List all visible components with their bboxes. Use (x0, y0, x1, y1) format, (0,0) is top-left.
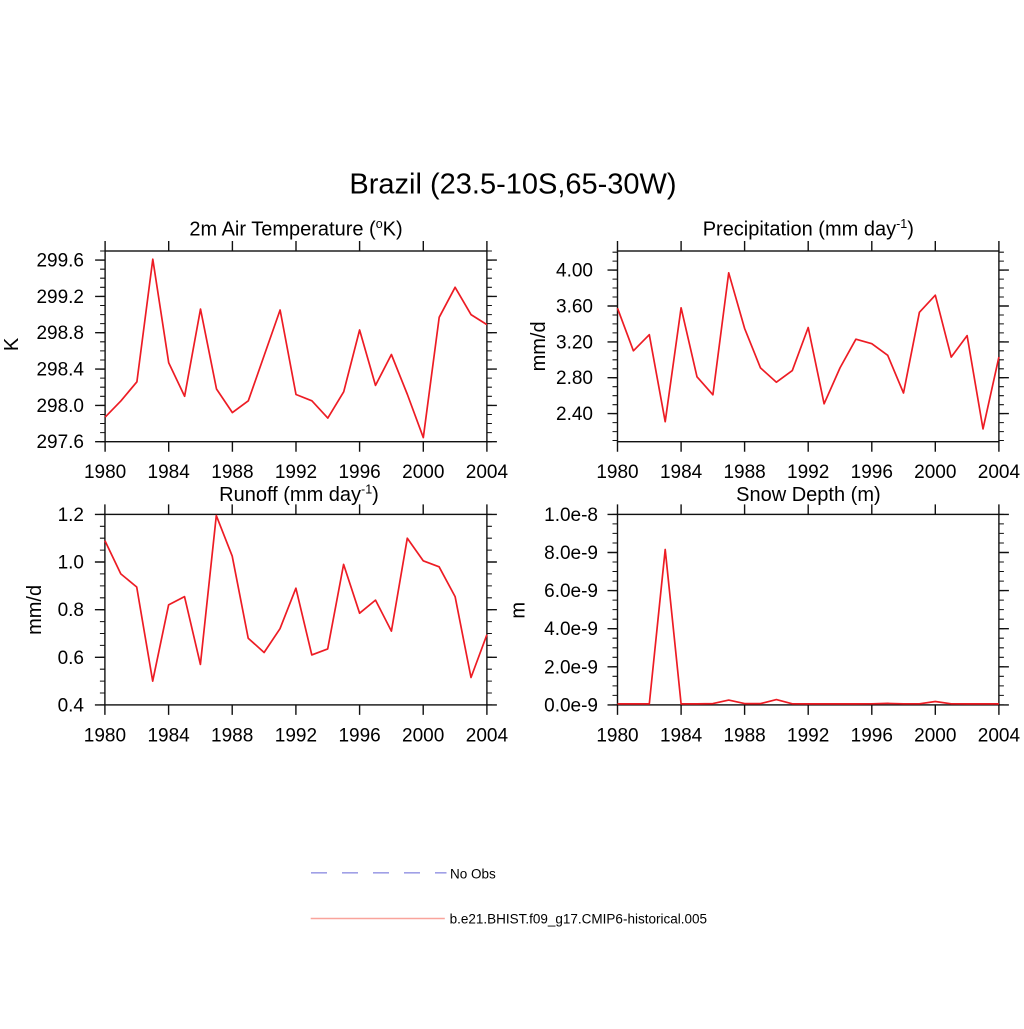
svg-text:1988: 1988 (723, 462, 765, 483)
svg-text:2m Air Temperature (oK): 2m Air Temperature (oK) (189, 217, 402, 241)
svg-text:1992: 1992 (787, 726, 829, 747)
svg-text:1996: 1996 (338, 462, 380, 483)
svg-text:1980: 1980 (84, 462, 126, 483)
svg-text:298.0: 298.0 (36, 396, 84, 417)
svg-text:2.40: 2.40 (556, 404, 593, 425)
svg-text:2000: 2000 (402, 462, 444, 483)
svg-text:2004: 2004 (978, 726, 1021, 747)
svg-text:3.20: 3.20 (556, 332, 593, 353)
svg-text:3.60: 3.60 (556, 297, 593, 318)
svg-text:1988: 1988 (723, 726, 765, 747)
svg-text:1992: 1992 (787, 462, 829, 483)
svg-text:8.0e-9: 8.0e-9 (544, 543, 598, 564)
svg-text:Snow Depth (m): Snow Depth (m) (736, 484, 881, 506)
svg-text:1984: 1984 (660, 726, 703, 747)
svg-text:1984: 1984 (660, 462, 703, 483)
svg-text:4.0e-9: 4.0e-9 (544, 619, 598, 640)
svg-text:0.4: 0.4 (58, 695, 85, 716)
svg-text:2000: 2000 (914, 726, 956, 747)
svg-text:mm/d: mm/d (528, 321, 550, 371)
svg-text:4.00: 4.00 (556, 261, 593, 282)
svg-text:1980: 1980 (596, 726, 638, 747)
svg-text:1980: 1980 (596, 462, 638, 483)
svg-text:mm/d: mm/d (24, 585, 46, 635)
svg-text:b.e21.BHIST.f09_g17.CMIP6-hist: b.e21.BHIST.f09_g17.CMIP6-historical.005 (450, 912, 707, 927)
svg-text:No Obs: No Obs (450, 867, 496, 882)
svg-text:2000: 2000 (914, 462, 956, 483)
svg-text:1992: 1992 (275, 462, 317, 483)
svg-text:Precipitation (mm day-1): Precipitation (mm day-1) (703, 217, 914, 241)
svg-text:1984: 1984 (147, 726, 190, 747)
svg-text:1996: 1996 (338, 726, 380, 747)
svg-text:2004: 2004 (466, 462, 509, 483)
svg-text:1988: 1988 (211, 462, 253, 483)
svg-text:2.80: 2.80 (556, 368, 593, 389)
svg-text:1988: 1988 (211, 726, 253, 747)
svg-text:297.6: 297.6 (36, 432, 84, 453)
svg-text:0.6: 0.6 (58, 648, 84, 669)
svg-text:1.0: 1.0 (58, 553, 84, 574)
svg-text:1996: 1996 (851, 462, 893, 483)
svg-text:6.0e-9: 6.0e-9 (544, 581, 598, 602)
svg-text:Runoff (mm day-1): Runoff (mm day-1) (219, 482, 379, 506)
svg-text:298.4: 298.4 (36, 360, 84, 381)
svg-text:m: m (508, 602, 530, 619)
svg-text:1984: 1984 (148, 462, 191, 483)
svg-text:K: K (1, 337, 23, 351)
svg-text:2004: 2004 (978, 462, 1021, 483)
svg-text:2.0e-9: 2.0e-9 (544, 657, 598, 678)
svg-text:1.2: 1.2 (58, 505, 84, 526)
svg-text:299.2: 299.2 (36, 287, 84, 308)
svg-text:2004: 2004 (466, 726, 509, 747)
svg-text:298.8: 298.8 (36, 323, 84, 344)
svg-text:Brazil (23.5-10S,65-30W): Brazil (23.5-10S,65-30W) (349, 169, 676, 201)
svg-text:0.0e-9: 0.0e-9 (544, 695, 598, 716)
svg-text:299.6: 299.6 (36, 251, 84, 272)
svg-text:2000: 2000 (402, 726, 444, 747)
svg-text:1.0e-8: 1.0e-8 (544, 505, 598, 526)
svg-text:1980: 1980 (84, 726, 126, 747)
svg-text:1992: 1992 (275, 726, 317, 747)
svg-text:0.8: 0.8 (58, 600, 84, 621)
svg-text:1996: 1996 (851, 726, 893, 747)
